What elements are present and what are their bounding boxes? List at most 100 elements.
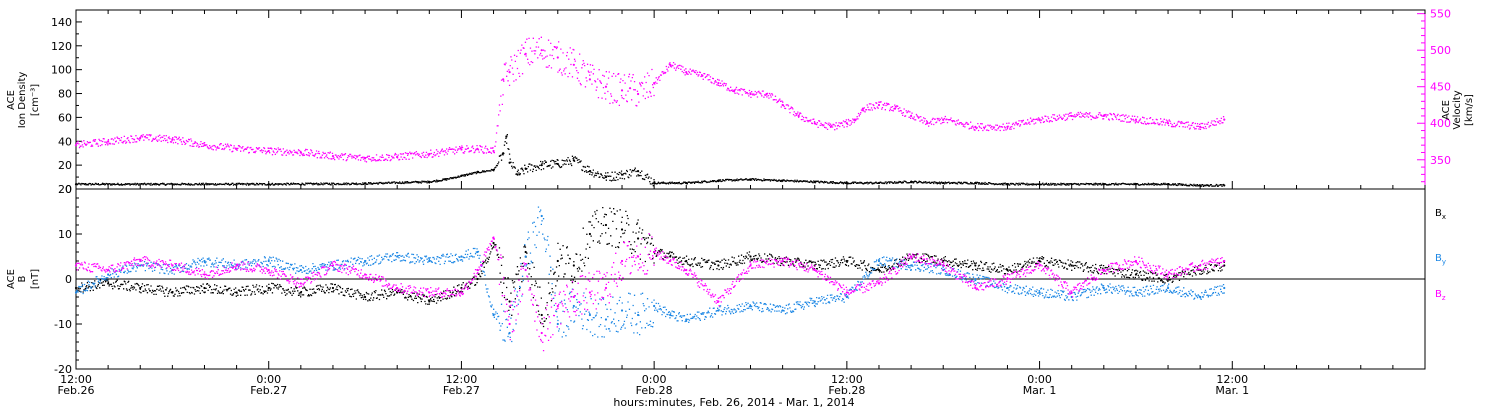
density-point bbox=[813, 180, 816, 183]
velocity-point bbox=[508, 71, 511, 74]
bz-point bbox=[203, 273, 206, 276]
velocity-point bbox=[829, 125, 832, 128]
density-point bbox=[1102, 183, 1105, 186]
density-point bbox=[588, 170, 592, 173]
bz-point bbox=[909, 255, 913, 258]
density-point bbox=[877, 181, 881, 185]
velocity-point bbox=[331, 155, 335, 158]
velocity-point bbox=[893, 107, 897, 110]
velocity-point bbox=[877, 103, 881, 107]
density-point bbox=[974, 181, 977, 185]
date-tick-label: Mar. 1 bbox=[1023, 384, 1057, 397]
by-point bbox=[508, 331, 511, 335]
bottom-panel-marks bbox=[74, 206, 1226, 352]
by-point bbox=[556, 322, 559, 326]
by-point bbox=[813, 300, 816, 303]
velocity-point bbox=[861, 107, 865, 110]
density-tick-label: 80 bbox=[58, 88, 72, 101]
density-tick-label: 20 bbox=[58, 159, 72, 172]
by-point bbox=[685, 318, 688, 321]
by-point bbox=[620, 309, 624, 312]
time-tick-label: 12:00 bbox=[60, 373, 92, 386]
density-point bbox=[516, 173, 519, 176]
top-panel-marks bbox=[74, 36, 1226, 188]
bz-point bbox=[171, 264, 174, 267]
bx-point bbox=[1134, 273, 1138, 276]
legend-by-label: B bbox=[1435, 253, 1442, 264]
by-point bbox=[1006, 286, 1009, 290]
density-point bbox=[685, 181, 688, 185]
bx-point bbox=[669, 255, 672, 258]
by-point bbox=[877, 259, 881, 263]
velocity-point bbox=[1134, 118, 1138, 121]
date-tick-label: Feb.28 bbox=[828, 384, 865, 397]
by-point bbox=[781, 309, 784, 312]
density-point bbox=[492, 168, 495, 172]
bx-point bbox=[540, 313, 543, 317]
velocity-point bbox=[524, 52, 527, 55]
time-tick-label: 12:00 bbox=[1216, 373, 1248, 386]
velocity-axis-title-2: Velocity bbox=[1452, 90, 1463, 129]
legend-bz-label: B bbox=[1435, 289, 1442, 300]
bz-point bbox=[1199, 264, 1202, 267]
bx-point bbox=[685, 259, 688, 263]
velocity-axis-title-3: [km/s] bbox=[1464, 94, 1475, 126]
b-tick-label: -10 bbox=[54, 318, 72, 331]
bz-point bbox=[1223, 259, 1226, 263]
b-axis-title-2: B bbox=[17, 275, 28, 282]
density-point bbox=[508, 161, 511, 164]
density-point bbox=[909, 180, 913, 183]
density-point bbox=[556, 162, 559, 166]
by-point bbox=[363, 259, 367, 263]
bx-point bbox=[877, 268, 881, 272]
bx-point bbox=[620, 228, 624, 231]
velocity-point bbox=[476, 147, 479, 150]
velocity-point bbox=[460, 148, 463, 151]
velocity-point bbox=[628, 87, 632, 90]
velocity-point bbox=[669, 63, 672, 66]
bz-point bbox=[396, 286, 399, 290]
density-point bbox=[636, 170, 640, 173]
b-tick-label: 0 bbox=[65, 273, 72, 286]
bx-point bbox=[845, 259, 848, 263]
velocity-point bbox=[942, 118, 945, 121]
bx-point bbox=[460, 286, 463, 290]
bx-point bbox=[267, 286, 270, 290]
velocity-point bbox=[267, 149, 270, 153]
bz-point bbox=[235, 264, 238, 267]
bz-point bbox=[717, 300, 720, 303]
bz-point bbox=[476, 268, 479, 272]
bz-point bbox=[299, 282, 302, 285]
by-point bbox=[636, 313, 640, 317]
time-axis-title: hours:minutes, Feb. 26, 2014 - Mar. 1, 2… bbox=[613, 396, 854, 409]
velocity-point bbox=[540, 49, 543, 52]
velocity-point bbox=[604, 85, 608, 88]
density-point bbox=[604, 175, 608, 179]
density-tick-label: 120 bbox=[51, 40, 72, 53]
by-point bbox=[1199, 295, 1202, 299]
bx-point bbox=[717, 264, 720, 267]
velocity-axis-title-1: ACE bbox=[1441, 100, 1452, 120]
density-point bbox=[717, 179, 720, 182]
bx-point bbox=[636, 237, 640, 240]
legend-bx: Bx bbox=[1435, 208, 1446, 221]
bz-point bbox=[813, 268, 816, 272]
density-axis-title-2: Ion Density bbox=[17, 72, 28, 129]
bx-point bbox=[139, 286, 142, 290]
by-point bbox=[653, 304, 656, 308]
bz-point bbox=[636, 255, 640, 258]
by-point bbox=[460, 255, 463, 258]
by-point bbox=[203, 259, 206, 263]
bx-point bbox=[1038, 259, 1041, 263]
b-axis-title-3: [nT] bbox=[30, 269, 41, 289]
density-point bbox=[1006, 183, 1009, 186]
bx-point bbox=[331, 286, 335, 290]
velocity-point bbox=[1223, 118, 1226, 121]
bz-trace bbox=[76, 233, 1225, 352]
bx-point bbox=[428, 300, 431, 303]
bx-point bbox=[749, 255, 752, 258]
b-axis-title-1: ACE bbox=[6, 269, 17, 289]
